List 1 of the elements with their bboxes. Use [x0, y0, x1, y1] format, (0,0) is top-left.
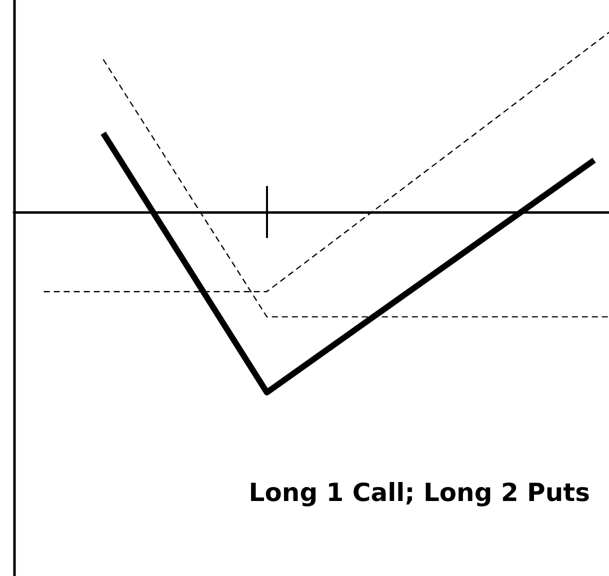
- text: Long 1 Call; Long 2 Puts: [248, 478, 590, 507]
